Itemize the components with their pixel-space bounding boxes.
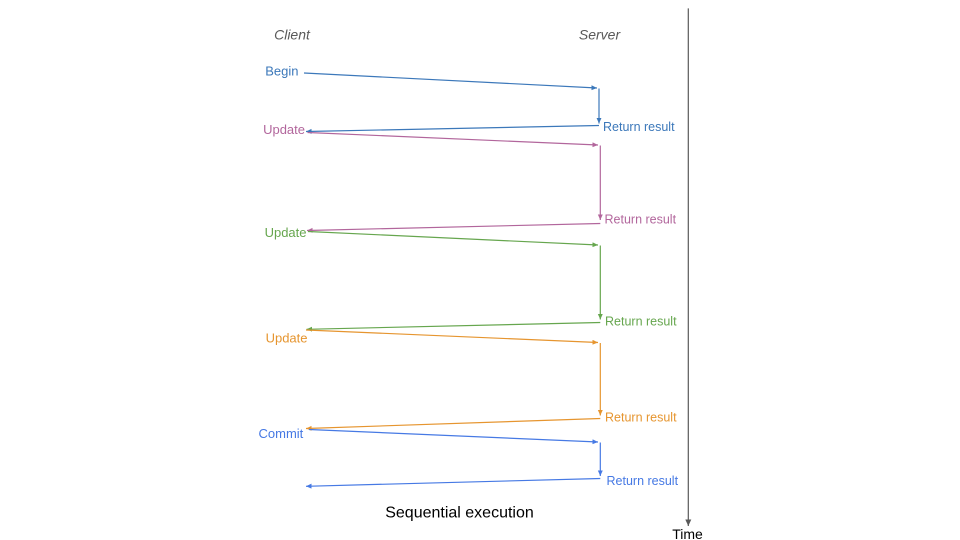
svg-text:Update: Update — [266, 331, 308, 346]
svg-text:Update: Update — [263, 122, 305, 137]
svg-text:Return result: Return result — [603, 120, 675, 134]
svg-text:Client: Client — [274, 27, 311, 43]
svg-text:Commit: Commit — [259, 426, 304, 441]
svg-text:Sequential execution: Sequential execution — [385, 505, 534, 522]
svg-text:Update: Update — [265, 225, 307, 240]
svg-text:Server: Server — [579, 27, 622, 43]
svg-text:Return result: Return result — [607, 474, 679, 488]
svg-text:Return result: Return result — [605, 213, 677, 227]
svg-text:Return result: Return result — [605, 315, 677, 329]
svg-text:Time: Time — [672, 526, 703, 540]
svg-text:Begin: Begin — [265, 64, 298, 79]
svg-text:Return result: Return result — [605, 411, 677, 425]
